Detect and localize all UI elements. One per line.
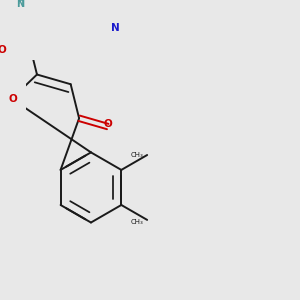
Text: CH₃: CH₃	[131, 152, 143, 158]
Text: CH₃: CH₃	[131, 219, 143, 225]
Text: N: N	[111, 22, 119, 32]
Text: O: O	[104, 119, 112, 129]
Text: O: O	[0, 45, 7, 55]
Text: O: O	[8, 94, 17, 104]
Text: N: N	[16, 0, 24, 9]
Text: H: H	[17, 0, 23, 6]
